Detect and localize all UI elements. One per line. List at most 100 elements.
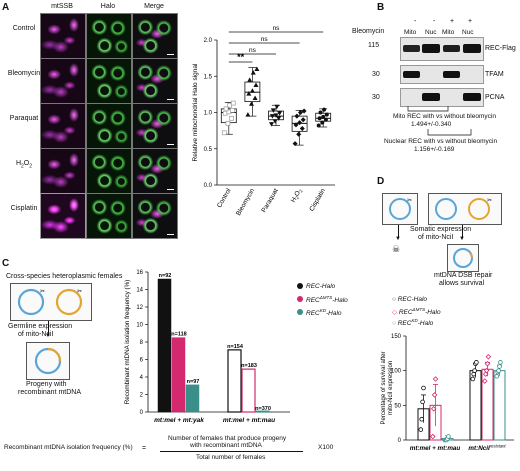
mito-note-line2: 1.494+/-0.340 [411,121,452,128]
y-tick-label: 4 [140,375,144,381]
marker-30-a: 30 [372,71,380,78]
data-point [225,121,231,126]
significance-label: ** [237,52,245,62]
band [443,71,460,78]
n-label: n=97 [187,379,200,385]
repair-segment [469,252,473,259]
data-point [292,141,298,147]
formula-equals: = [142,445,147,452]
box-plot-a: 0.0 0.5 1.0 1.5 2.0 Relative mitochondrial Ha… [192,25,335,217]
nuc-note-line2: 1.156+/-0.169 [414,146,455,153]
scissors-icon: ✂ [40,289,45,295]
fraction-label-4: Nuc [462,29,474,36]
blot-tfam [400,65,484,84]
y-axis-label: Recombinant mtDNA isolation frequency (%… [124,280,131,405]
band [403,71,420,78]
data-point [322,107,327,112]
data-point [294,113,300,119]
band [463,44,481,53]
marker-30-b: 30 [372,94,380,101]
x-tick-label: Control [216,187,233,209]
bar [493,370,506,441]
fraction-label-3: Mito [442,29,455,36]
data-point [316,123,321,128]
micrograph-paraquat-halo [86,103,132,149]
heteroplasmic-box: ✂ ✂ [10,283,92,321]
micrograph-h2o2-mt [40,148,86,194]
skull-icon: ☠ [392,244,401,254]
recombinant-segment [47,347,62,362]
data-point [430,433,436,440]
data-point [324,112,329,117]
significance-label: ns [261,36,269,43]
scale-bar [167,188,174,190]
data-point [498,360,503,365]
somatic-label-2: of mito-NciI [418,234,454,241]
scissors-icon: ✂ [407,198,412,204]
data-point [253,82,259,87]
mito-bracket [407,106,449,112]
mito-note-line1: Mito REC with vs without bleomycin [393,113,496,120]
micrograph-control-halo [86,13,132,59]
data-point [270,108,276,113]
x-tick-label: Paraquat [260,187,279,214]
legend-rec: REC-Halo [306,283,336,290]
bracket-lines [407,106,472,136]
x-tick-label: Cisplatin [308,187,327,212]
band-label-pcna: PCNA [485,94,505,101]
micrograph-paraquat-merge [132,103,178,149]
data-point [229,115,234,121]
y-tick-label: 8 [140,340,144,346]
repaired-mtdna-box [447,244,479,272]
data-point [474,360,479,365]
data-point [223,106,229,112]
y-tick-label: 16 [136,270,143,276]
data-point [250,70,256,75]
y-tick-label: 0 [398,438,402,444]
micrograph-h2o2-merge [132,148,178,194]
column-title-halo: Halo [100,3,116,10]
bar [241,368,256,413]
row-label-h2o2: H2O2 [15,160,33,170]
n-label: n=118 [171,332,186,338]
data-point [249,101,254,106]
bar [185,384,200,413]
treatment-sign-4: + [468,18,473,25]
blot-rec-flag [400,37,484,61]
micrograph-cisplatin-halo [86,193,132,239]
data-point [497,364,502,369]
band [403,45,420,52]
panel-label-d: D [377,176,385,187]
recombinant-mtdna-diagram [34,347,62,375]
y-tick-label: 2.0 [204,38,213,44]
panel-label-a: A [2,2,10,13]
y-tick-label: 0 [140,410,144,416]
band [422,93,440,101]
treatment-sign-2: - [433,18,436,25]
row-label-bleomycin: Bleomycin [7,70,41,77]
progeny-label-1: Progeny with [26,381,67,388]
column-title-merge: Merge [144,3,164,10]
micrograph-h2o2-halo [86,148,132,194]
band [422,44,440,53]
repaired-mtdna-diagram [453,248,473,268]
n-label: n=370 [255,406,271,412]
formula-numerator-2: with recombinant mtDNA [190,442,262,449]
band-label-rec-flag: REC-Flag [485,45,516,52]
data-point [221,130,227,136]
fraction-label-2: Nuc [425,29,437,36]
data-point [254,66,260,71]
row-label-control: Control [12,25,36,32]
y-axis-label: mito-NciI expression [388,361,394,415]
data-point [277,111,283,116]
band [443,45,460,52]
y-tick-label: 1.5 [204,74,213,80]
legend-marker-rec [297,283,303,289]
arrow-shaft [462,225,463,237]
formula-numerator-1: Number of females that produce progeny [168,435,287,442]
legend-marker-kd [297,309,303,315]
mtdna-circle-yellow [55,288,83,316]
mtdna-circle-blue [435,198,457,220]
d-legend-kd: ○ RECKD-Halo [392,318,434,328]
data-point [272,119,278,124]
